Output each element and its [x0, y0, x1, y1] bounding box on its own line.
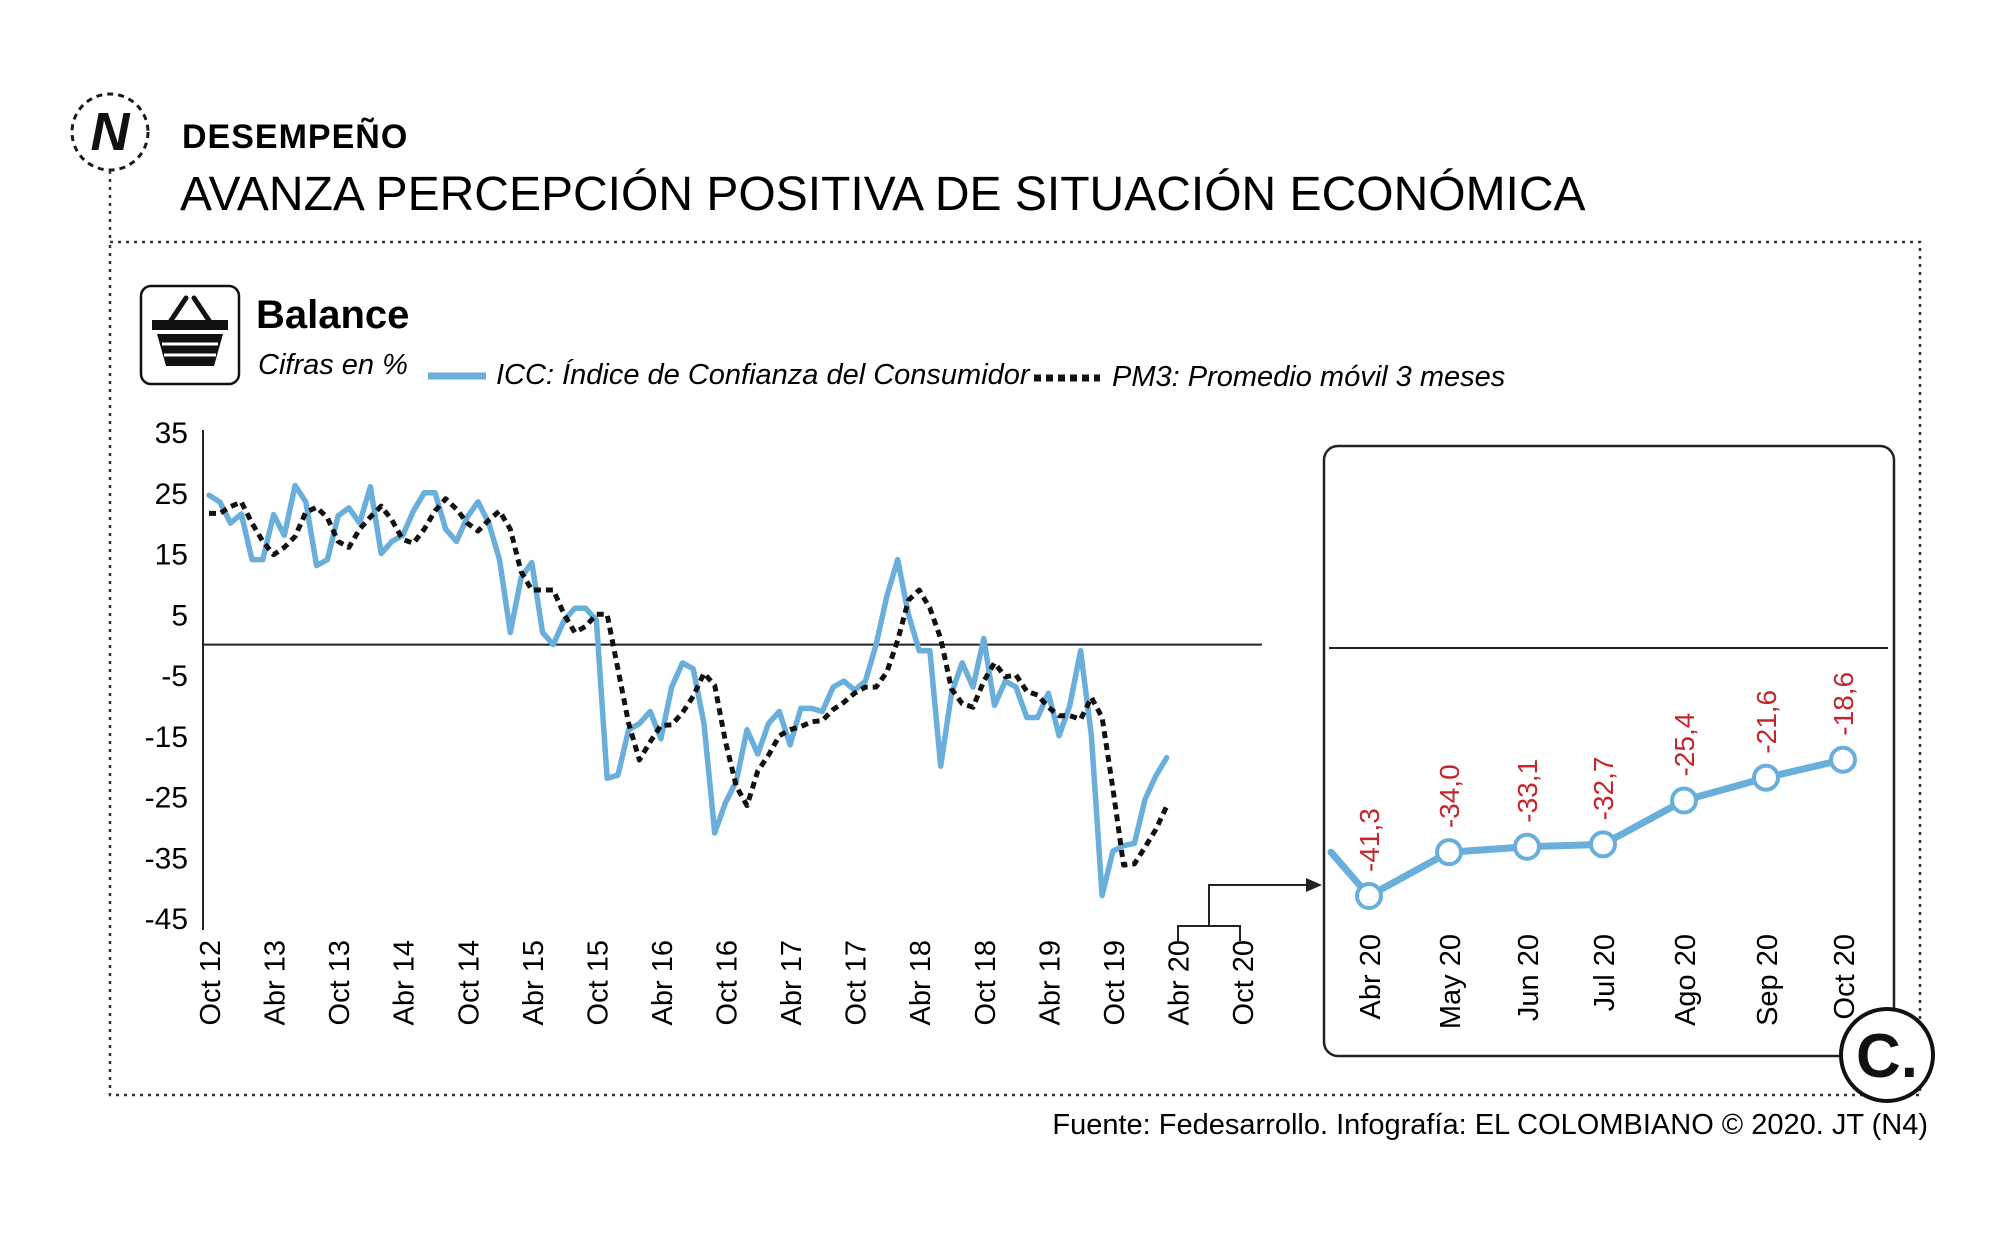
- x-tick-label: Abr 13: [260, 940, 292, 1025]
- x-tick-label: Oct 13: [324, 940, 356, 1025]
- x-tick-label: Oct 17: [841, 940, 873, 1025]
- x-tick-label: Oct 20: [1228, 940, 1260, 1025]
- detail-data-labels: -41,3 -34,0 -33,1 -32,7 -25,4 -21,6 -18,6: [1354, 672, 1859, 872]
- detail-data-label: -33,1: [1512, 759, 1543, 823]
- detail-data-label: -32,7: [1588, 757, 1619, 821]
- x-tick-label: Abr 15: [518, 940, 550, 1025]
- x-tick-label: Oct 19: [1099, 940, 1131, 1025]
- detail-x-axis-ticks: Abr 20 May 20 Jun 20 Jul 20 Ago 20 Sep 20 Oct …: [1355, 934, 1861, 1029]
- main-line-chart: 35 25 15 5 -5 -15 -25 -35 -45 Oct 12 Abr 13 Oct 13…: [145, 417, 1262, 1025]
- x-tick-label: Abr 16: [647, 940, 679, 1025]
- detail-point: [1513, 832, 1541, 861]
- detail-data-label: -18,6: [1828, 672, 1859, 736]
- legend-pm3-label: PM3: Promedio móvil 3 meses: [1112, 361, 1505, 393]
- source-credit: Fuente: Fedesarrollo. Infografía: EL COL…: [1052, 1109, 1928, 1141]
- detail-line-chart: -41,3 -34,0 -33,1 -32,7 -25,4 -21,6 -18,6 Abr …: [1327, 647, 1888, 1029]
- y-tick-label: 25: [155, 478, 188, 511]
- x-tick-label: Abr 17: [776, 940, 808, 1025]
- icc-series-line: [206, 482, 1170, 899]
- page-title: AVANZA PERCEPCIÓN POSITIVA DE SITUACIÓN …: [180, 167, 1586, 221]
- chart-subtitle: Balance: [256, 293, 409, 337]
- detail-point: [1589, 830, 1617, 859]
- detail-x-tick-label: May 20: [1435, 934, 1467, 1029]
- x-axis-ticks: Oct 12 Abr 13 Oct 13 Abr 14 Oct 14 Abr 15 Oct …: [195, 940, 1260, 1025]
- detail-data-label: -21,6: [1751, 690, 1782, 754]
- detail-x-tick-label: Sep 20: [1752, 934, 1784, 1026]
- kicker: DESEMPEÑO: [182, 118, 408, 156]
- detail-x-tick-label: Jun 20: [1513, 934, 1545, 1021]
- detail-point: [1829, 745, 1857, 774]
- detail-point: [1670, 786, 1698, 815]
- legend-icc-label: ICC: Índice de Confianza del Consumidor: [496, 358, 1031, 391]
- detail-point: [1752, 763, 1780, 792]
- chart-frame: [108, 240, 1922, 1097]
- x-tick-label: Oct 15: [582, 940, 614, 1025]
- detail-x-tick-label: Jul 20: [1589, 934, 1621, 1011]
- detail-panel: [1322, 444, 1896, 1058]
- x-tick-label: Abr 19: [1034, 940, 1066, 1025]
- detail-data-label: -41,3: [1354, 808, 1385, 872]
- y-tick-label: 35: [155, 417, 188, 450]
- x-tick-label: Oct 14: [453, 940, 485, 1025]
- pm3-series-line: [209, 496, 1169, 868]
- x-tick-label: Abr 20: [1163, 940, 1195, 1025]
- y-axis-ticks: 35 25 15 5 -5 -15 -25 -35 -45: [145, 417, 188, 936]
- detail-x-tick-label: Ago 20: [1670, 934, 1702, 1026]
- x-tick-label: Abr 14: [389, 940, 421, 1025]
- x-tick-label: Abr 18: [905, 940, 937, 1025]
- detail-points: [1355, 745, 1857, 910]
- logo-letter: N: [91, 102, 131, 162]
- y-tick-label: -35: [145, 842, 188, 875]
- y-tick-label: -45: [145, 903, 188, 936]
- x-tick-label: Oct 16: [712, 940, 744, 1025]
- detail-data-label: -34,0: [1434, 764, 1465, 828]
- detail-x-tick-label: Abr 20: [1355, 934, 1387, 1019]
- detail-data-label: -25,4: [1669, 713, 1700, 777]
- y-tick-label: -5: [161, 660, 188, 693]
- detail-icc-line: [1327, 756, 1847, 900]
- units-label: Cifras en %: [258, 349, 408, 381]
- x-tick-label: Oct 18: [970, 940, 1002, 1025]
- y-tick-label: 5: [171, 599, 188, 632]
- y-tick-label: -25: [145, 782, 188, 815]
- detail-point: [1355, 882, 1383, 910]
- brand-mark: C.: [1856, 1022, 1918, 1091]
- detail-x-tick-label: Oct 20: [1829, 934, 1861, 1019]
- detail-point: [1435, 838, 1463, 867]
- y-tick-label: 15: [155, 539, 188, 572]
- el-colombiano-logo: C.: [1839, 1007, 1935, 1103]
- basket-icon: [139, 284, 241, 386]
- x-tick-label: Oct 12: [195, 940, 227, 1025]
- detail-callout-bracket: [1177, 878, 1322, 941]
- y-tick-label: -15: [145, 721, 188, 754]
- logo-n: N: [70, 92, 150, 172]
